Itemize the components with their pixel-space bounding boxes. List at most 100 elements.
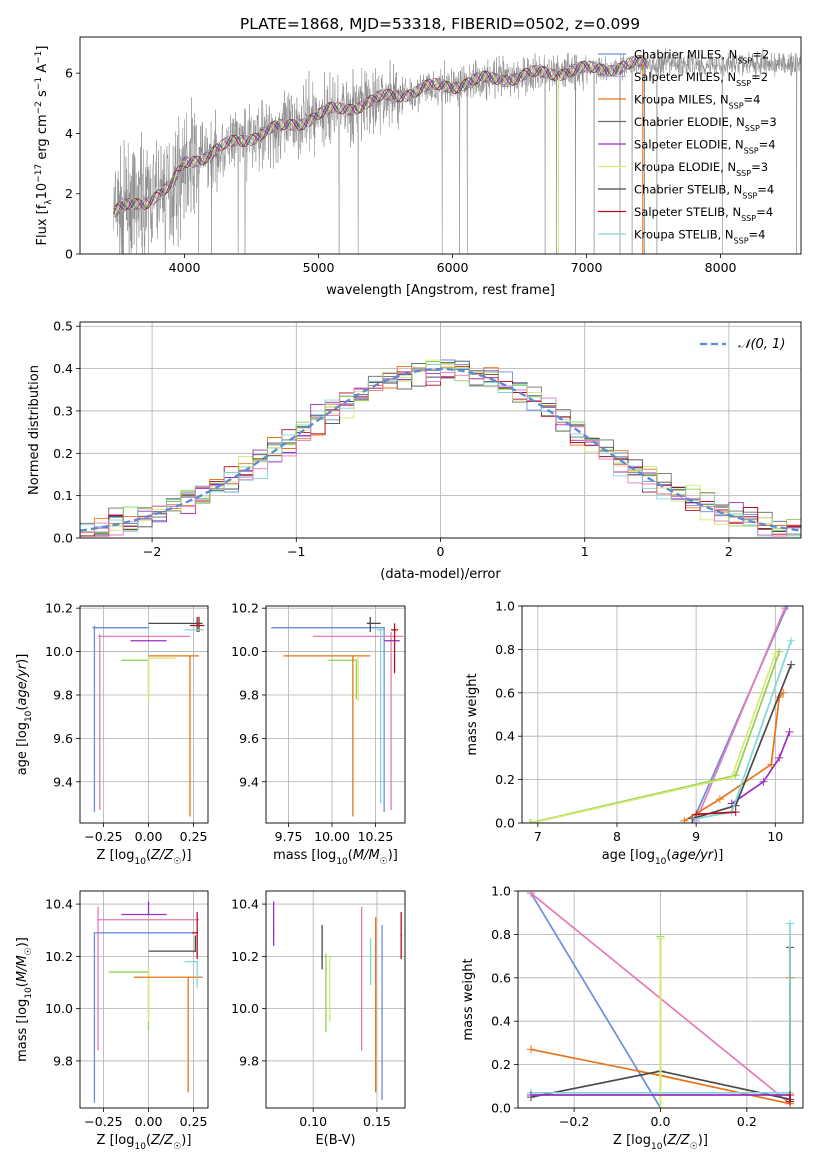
spectrum-data-line — [113, 47, 801, 254]
spectrum-frame — [79, 36, 802, 255]
data-point — [187, 976, 189, 979]
y-tick-label: 10.0 — [45, 644, 73, 659]
x-tick-label: 0.0 — [651, 1114, 671, 1129]
age_vs_mass-plot-area — [271, 616, 404, 817]
legend-label: 𝒩(0, 1) — [738, 337, 785, 352]
y-tick-label: 9.4 — [53, 774, 73, 789]
legend-label: Salpeter STELIB, NSSP=4 — [634, 205, 773, 223]
age_vs_Z-frame — [79, 605, 209, 824]
y-tick-label: 10.4 — [231, 897, 259, 912]
weight-marker — [656, 1104, 665, 1108]
age_vs_Z-plot-area — [92, 616, 205, 817]
mass_weight_vs_Z-panel: −0.2 0.0 0.2 0.0 0.2 0.4 0.6 0.8 1.0 Z [log10(Z/Z… — [461, 884, 804, 1152]
mass_weight_vs_age-panel: 7 8 9 10 0.0 0.2 0.4 0.6 0.8 1.0 age [log10(age/yr… — [465, 599, 804, 867]
y-tick-label: 1.0 — [491, 884, 511, 899]
y-tick-label: 0.0 — [495, 816, 515, 831]
legend-label: Chabrier ELODIE, NSSP=3 — [634, 115, 777, 133]
legend-label: Salpeter MILES, NSSP=2 — [634, 70, 768, 88]
legend-label: Chabrier STELIB, NSSP=4 — [634, 183, 774, 201]
x-tick-label: 10.25 — [358, 829, 394, 844]
y-tick-label: 9.6 — [53, 731, 73, 746]
weight-marker — [785, 727, 794, 736]
weight-marker — [692, 810, 701, 819]
age_vs_mass-grid — [266, 606, 405, 823]
y-tick-label: 0.4 — [495, 729, 515, 744]
weight-marker — [526, 891, 535, 898]
x-tick-label: 1 — [581, 544, 589, 559]
data-point — [383, 626, 385, 629]
data-point — [201, 629, 204, 631]
mass_vs_Z-grid — [80, 891, 208, 1108]
y-tick-label: 0.6 — [495, 685, 515, 700]
data-point — [357, 657, 359, 659]
model-line-7 — [113, 54, 647, 211]
weight-line-8 — [696, 811, 736, 816]
x-axis-label: wavelength [Angstrom, rest frame] — [326, 283, 555, 298]
x-axis-label: Z [log10(Z/Z☉)] — [613, 1133, 708, 1152]
y-tick-label: 10.2 — [45, 601, 73, 616]
mass_vs_ebv-frame — [265, 890, 406, 1109]
x-tick-label: 10.00 — [314, 829, 350, 844]
mass_vs_Z-frame — [79, 890, 209, 1109]
weight-marker — [526, 1045, 535, 1054]
residuals-plot-area — [80, 359, 801, 537]
data-point — [352, 655, 354, 657]
data-point — [390, 635, 392, 638]
weight-marker — [786, 919, 795, 928]
mass_weight_vs_Z-plot-area — [526, 891, 795, 1108]
mass_vs_ebv-plot-area — [272, 901, 402, 1101]
y-tick-label: 10.0 — [45, 1001, 73, 1016]
y-tick-label: 9.8 — [239, 1053, 259, 1068]
weight-marker — [787, 660, 796, 669]
x-tick-label: 0.25 — [180, 1114, 208, 1129]
y-tick-label: 0.2 — [53, 446, 73, 461]
x-tick-label: 10 — [767, 829, 783, 844]
y-tick-label: 0.0 — [491, 1101, 511, 1116]
model-line-6 — [113, 55, 647, 215]
x-tick-label: 8 — [613, 829, 621, 844]
data-point — [379, 629, 382, 631]
x-tick-label: 0.10 — [299, 1114, 327, 1129]
x-tick-label: 9.75 — [275, 829, 303, 844]
legend-label: Chabrier MILES, NSSP=2 — [634, 48, 769, 66]
y-tick-label: 9.8 — [53, 1053, 73, 1068]
x-tick-label: −1 — [287, 544, 305, 559]
x-tick-label: 0.15 — [363, 1114, 391, 1129]
y-tick-label: 0.8 — [491, 927, 511, 942]
weight-line-1 — [695, 607, 786, 822]
data-point — [369, 955, 372, 958]
x-tick-label: 9 — [692, 829, 700, 844]
mass_weight_vs_age-frame — [521, 605, 804, 824]
y-axis-label: mass [log10(M/M☉)] — [15, 937, 34, 1062]
weight-marker — [680, 816, 689, 823]
mass_vs_Z-panel: −0.25 0.00 0.25 9.8 10.0 10.2 10.4 Z [log10(Z/Z… — [15, 890, 209, 1152]
data-point — [147, 639, 150, 642]
weight-line-3 — [731, 731, 791, 805]
weight-marker — [771, 649, 780, 658]
data-point — [97, 918, 99, 921]
x-tick-label: 7000 — [571, 260, 603, 275]
y-tick-label: 10.2 — [45, 949, 73, 964]
data-point — [381, 1007, 383, 1010]
data-point — [328, 986, 331, 989]
y-tick-label: 0.8 — [495, 642, 515, 657]
weight-marker — [775, 753, 784, 762]
mass_vs_ebv-grid — [266, 891, 405, 1108]
y-tick-label: 0.3 — [53, 403, 73, 418]
weight-line-5 — [695, 640, 792, 820]
x-axis-label: E(B-V) — [315, 1133, 355, 1148]
x-tick-label: 8000 — [705, 260, 737, 275]
data-point — [400, 934, 402, 937]
y-tick-label: 0 — [65, 247, 73, 262]
data-point — [147, 913, 150, 916]
normal-reference-curve — [80, 367, 801, 532]
y-tick-label: 1.0 — [495, 599, 515, 614]
x-tick-label: 6000 — [437, 260, 469, 275]
y-axis-label: Normed distribution — [27, 365, 42, 495]
legend-label: Kroupa ELODIE, NSSP=3 — [634, 160, 768, 178]
spectrum-legend: Chabrier MILES, NSSP=2 Salpeter MILES, NS… — [598, 48, 777, 245]
data-point — [321, 955, 323, 958]
y-tick-label: 2 — [65, 186, 73, 201]
y-axis-label: Flux [fλ10−17 erg cm−2 s−1 A−1] — [34, 46, 54, 246]
x-tick-label: 4000 — [169, 260, 201, 275]
